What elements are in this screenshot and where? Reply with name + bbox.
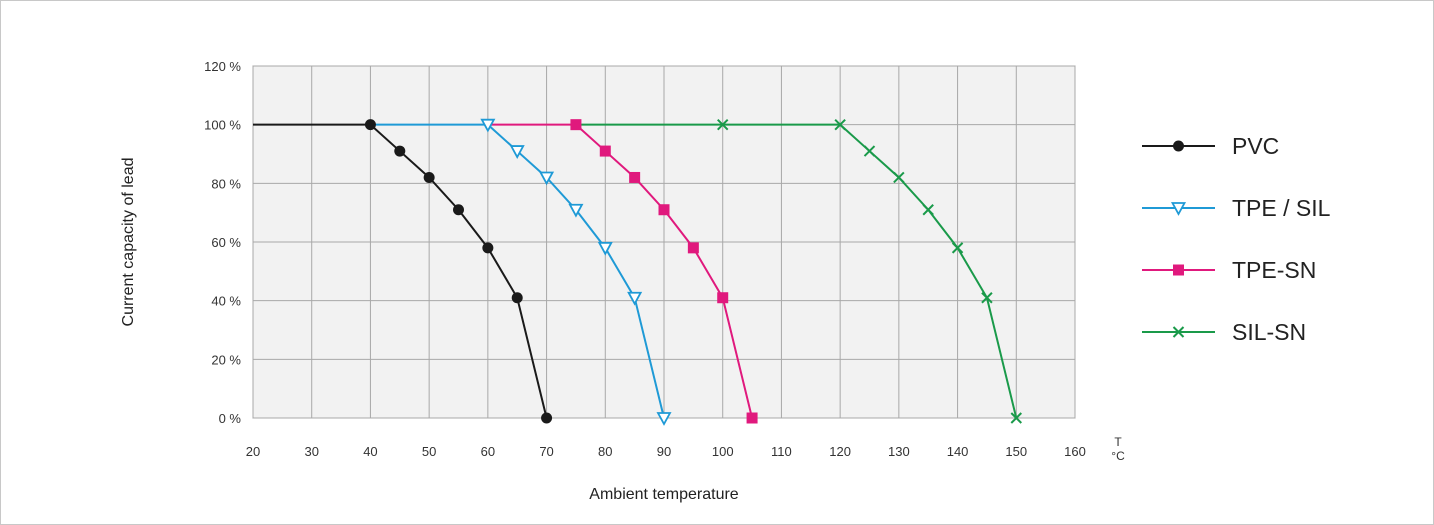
data-point-tpe-sil xyxy=(568,203,584,218)
data-point-sil-sn xyxy=(922,204,934,216)
legend-marker-sil-sn xyxy=(1172,326,1185,338)
data-point-pvc xyxy=(482,242,494,254)
series-markers xyxy=(364,118,1022,426)
x-tick-label: 100 xyxy=(712,444,734,459)
series-line-pvc xyxy=(253,123,548,419)
x-tick-label: 60 xyxy=(481,444,495,459)
data-point-tpe-sil xyxy=(539,171,555,186)
data-point-tpe-sil xyxy=(627,291,643,306)
y-tick-label: 20 % xyxy=(211,352,241,367)
data-point-sil-sn xyxy=(951,242,964,254)
x-axis-title: Ambient temperature xyxy=(589,486,739,503)
legend-label-sil-sn: SIL-SN xyxy=(1232,319,1306,345)
data-point-pvc xyxy=(364,119,376,131)
x-tick-label: 140 xyxy=(947,444,969,459)
y-tick-label: 0 % xyxy=(219,411,242,426)
legend: PVC TPE / SIL TPE-SN SIL-SN xyxy=(1142,133,1331,345)
x-tick-label: 70 xyxy=(539,444,553,459)
y-tick-label: 120 % xyxy=(204,59,241,74)
y-axis-title: Current capacity of lead xyxy=(120,158,137,327)
data-point-tpe-sil xyxy=(597,241,613,256)
data-point-tpe-sil xyxy=(509,145,525,159)
x-tick-label: 160 xyxy=(1064,444,1086,459)
data-point-pvc xyxy=(541,412,553,424)
x-tick-label: 50 xyxy=(422,444,436,459)
data-point-sil-sn xyxy=(1010,412,1022,424)
data-point-pvc xyxy=(423,171,435,183)
data-point-tpe-sn xyxy=(658,204,670,216)
x-tick-label: 30 xyxy=(304,444,318,459)
x-tick-label: 150 xyxy=(1005,444,1027,459)
data-point-tpe-sn xyxy=(599,145,611,157)
data-point-pvc xyxy=(511,292,523,304)
data-point-sil-sn xyxy=(893,171,905,184)
x-unit-symbol: T xyxy=(1114,435,1122,449)
data-point-tpe-sn xyxy=(687,242,699,254)
data-point-sil-sn xyxy=(863,145,876,157)
legend-marker-pvc xyxy=(1173,140,1184,152)
data-point-sil-sn xyxy=(834,118,846,131)
x-tick-label: 40 xyxy=(363,444,377,459)
data-point-tpe-sn xyxy=(746,412,758,424)
data-point-tpe-sil xyxy=(656,412,672,426)
x-unit-label: °C xyxy=(1111,449,1125,463)
grid xyxy=(252,65,1076,419)
x-tick-label: 20 xyxy=(246,444,260,459)
data-point-pvc xyxy=(453,204,464,216)
y-tick-label: 40 % xyxy=(211,294,241,309)
x-tick-label: 90 xyxy=(657,444,671,459)
y-tick-label: 80 % xyxy=(211,176,241,191)
y-tick-label: 100 % xyxy=(204,118,241,133)
legend-marker-tpe-sil xyxy=(1170,202,1187,216)
series-line-tpe-sil xyxy=(370,123,665,419)
legend-label-pvc: PVC xyxy=(1232,133,1279,159)
data-point-tpe-sn xyxy=(717,292,729,304)
x-tick-label: 120 xyxy=(829,444,851,459)
data-point-tpe-sn xyxy=(629,171,641,183)
data-point-tpe-sn xyxy=(570,119,582,131)
data-point-sil-sn xyxy=(981,292,993,304)
data-point-sil-sn xyxy=(717,118,729,131)
x-tick-label: 130 xyxy=(888,444,910,459)
tick-labels: 20 30 40 50 60 70 80 90 100 110 120 130 140 150 160 0 %… xyxy=(204,59,1086,459)
y-tick-label: 60 % xyxy=(211,235,241,250)
legend-label-tpe-sn: TPE-SN xyxy=(1232,257,1316,283)
legend-label-tpe-sil: TPE / SIL xyxy=(1232,195,1331,221)
data-point-pvc xyxy=(394,145,406,157)
legend-marker-tpe-sn xyxy=(1173,264,1184,276)
x-tick-label: 80 xyxy=(598,444,612,459)
data-point-tpe-sil xyxy=(480,118,496,133)
x-tick-label: 110 xyxy=(771,444,792,459)
